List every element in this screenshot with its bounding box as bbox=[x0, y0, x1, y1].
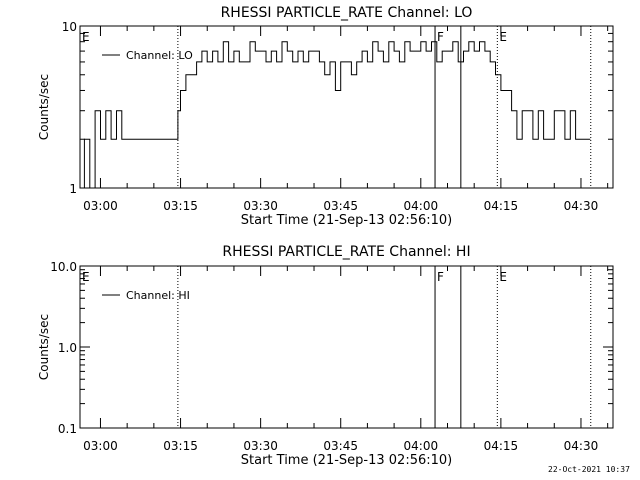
x-tick-label: 03:15 bbox=[163, 439, 198, 453]
event-marker-label: E bbox=[82, 30, 90, 44]
x-tick-label: 03:30 bbox=[243, 199, 278, 213]
x-tick-label: 04:30 bbox=[564, 439, 599, 453]
x-tick-label: 03:30 bbox=[243, 439, 278, 453]
x-tick-label: 03:15 bbox=[163, 199, 198, 213]
event-marker-label: E bbox=[82, 270, 90, 284]
x-tick-label: 03:00 bbox=[83, 199, 118, 213]
chart-title: RHESSI PARTICLE_RATE Channel: LO bbox=[221, 5, 473, 21]
x-tick-label: 03:45 bbox=[323, 439, 358, 453]
x-axis-label: Start Time (21-Sep-13 02:56:10) bbox=[241, 453, 452, 468]
x-tick-label: 04:00 bbox=[404, 439, 439, 453]
x-tick-label: 03:00 bbox=[83, 439, 118, 453]
legend-label: Channel: HI bbox=[126, 289, 190, 302]
y-tick-label: 0.1 bbox=[58, 422, 77, 436]
event-marker-label: E bbox=[499, 270, 507, 284]
event-marker-label: F bbox=[437, 30, 444, 44]
x-tick-label: 03:45 bbox=[323, 199, 358, 213]
chart-title: RHESSI PARTICLE_RATE Channel: HI bbox=[222, 244, 470, 260]
panel-1: RHESSI PARTICLE_RATE Channel: LO Counts/s… bbox=[37, 5, 614, 228]
y-tick-label: 1 bbox=[69, 182, 77, 196]
x-axis-label: Start Time (21-Sep-13 02:56:10) bbox=[241, 213, 452, 228]
legend-label: Channel: LO bbox=[126, 49, 193, 62]
y-tick-label: 10 bbox=[62, 20, 77, 34]
y-tick-label: 1.0 bbox=[58, 341, 77, 355]
series-line bbox=[80, 41, 591, 189]
x-tick-label: 04:15 bbox=[484, 199, 519, 213]
event-marker-label: F bbox=[437, 270, 444, 284]
y-axis-label: Counts/sec bbox=[37, 74, 51, 140]
x-tick-label: 04:15 bbox=[484, 439, 519, 453]
y-axis-label: Counts/sec bbox=[37, 314, 51, 380]
x-tick-label: 04:30 bbox=[564, 199, 599, 213]
y-tick-label: 10.0 bbox=[50, 260, 77, 274]
x-tick-label: 04:00 bbox=[404, 199, 439, 213]
panel-2: RHESSI PARTICLE_RATE Channel: HI Counts/s… bbox=[37, 244, 614, 468]
event-marker-label: E bbox=[499, 30, 507, 44]
footer-timestamp: 22-Oct-2021 10:37 bbox=[548, 465, 630, 474]
